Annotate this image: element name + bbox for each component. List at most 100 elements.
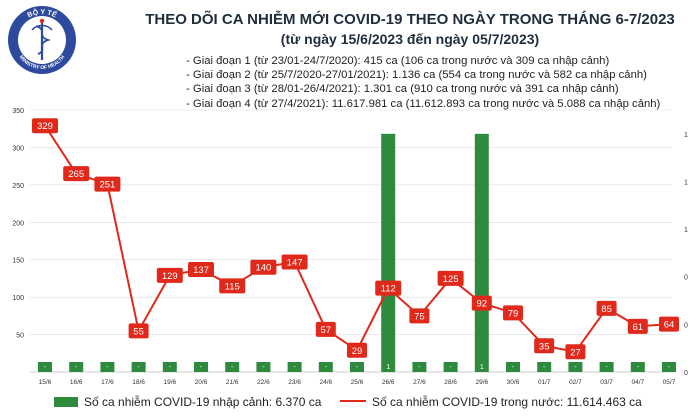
y-right-tick-label: 0 xyxy=(684,275,688,282)
bar-entry-19/6 xyxy=(162,362,177,372)
line-data-label: 85 xyxy=(601,304,612,315)
bar-entry-26/6 xyxy=(381,133,396,372)
line-data-label: 27 xyxy=(570,347,581,358)
legend-bar-entry: Số ca nhiễm COVID-19 nhập cảnh: 6.370 ca xyxy=(54,395,321,409)
bar-data-label: - xyxy=(169,364,172,371)
y-left-tick-label: 250 xyxy=(12,183,24,190)
line-point-marker xyxy=(503,305,523,321)
y-right-tick-label: 1 xyxy=(684,227,688,234)
bar-data-label: - xyxy=(543,364,546,371)
bar-data-label: - xyxy=(106,364,109,371)
x-tick-label: 28/6 xyxy=(444,379,457,386)
line-point-marker xyxy=(250,259,277,275)
bar-data-label: - xyxy=(75,364,78,371)
line-data-label: 329 xyxy=(37,121,53,132)
bar-data-label: - xyxy=(668,364,671,371)
ministry-logo: BỘ Y TẾ MINISTRY OF HEALTH xyxy=(8,6,76,74)
x-tick-label: 03/7 xyxy=(600,379,613,386)
phase-3-line: - Giai đoạn 3 (từ 28/01-26/4/2021): 1.30… xyxy=(186,83,619,96)
phase-2-line: - Giai đoạn 2 (từ 25/7/2020-27/01/2021):… xyxy=(186,69,647,82)
bar-data-label: - xyxy=(356,364,359,371)
bar-entry-30/6 xyxy=(506,362,520,372)
line-point-marker xyxy=(375,280,402,296)
line-data-label: 29 xyxy=(352,346,363,357)
line-point-marker xyxy=(659,316,679,332)
caduceus-emblem-icon xyxy=(31,18,53,60)
bar-data-label: - xyxy=(418,364,421,371)
x-tick-label: 05/7 xyxy=(663,379,676,386)
line-point-marker xyxy=(281,254,308,270)
x-tick-label: 01/7 xyxy=(538,379,551,386)
bar-data-label: - xyxy=(449,364,452,371)
y-left-tick-label: 150 xyxy=(12,258,24,265)
line-data-label: 115 xyxy=(225,281,240,292)
line-data-label: 147 xyxy=(287,257,303,268)
line-point-marker xyxy=(128,323,149,339)
line-data-label: 55 xyxy=(133,326,144,337)
y-right-tick-label: 0 xyxy=(684,370,688,377)
x-tick-label: 25/6 xyxy=(351,379,364,386)
y-left-tick-label: 200 xyxy=(12,220,24,227)
line-point-marker xyxy=(565,344,586,360)
x-tick-label: 19/6 xyxy=(163,379,176,386)
bar-entry-20/6 xyxy=(194,362,208,372)
bar-entry-29/6 xyxy=(474,133,489,372)
y-right-tick-label: 1 xyxy=(684,179,688,186)
x-tick-label: 24/6 xyxy=(319,379,332,386)
line-point-marker xyxy=(437,270,464,286)
x-tick-label: 18/6 xyxy=(132,379,145,386)
bar-data-label: - xyxy=(325,364,328,371)
bar-entry-17/6 xyxy=(100,362,115,372)
line-data-label: 129 xyxy=(162,271,178,282)
y-right-tick-label: 1 xyxy=(684,132,688,139)
line-data-label: 75 xyxy=(414,311,425,322)
y-left-tick-label: 50 xyxy=(16,333,24,340)
line-data-label: 251 xyxy=(99,180,115,191)
line-point-marker xyxy=(409,308,430,324)
domestic-cases-line xyxy=(44,125,670,353)
bar-entry-03/7 xyxy=(599,362,614,372)
bar-entry-05/7 xyxy=(662,362,676,372)
legend-bar-label: Số ca nhiễm COVID-19 nhập cảnh: 6.370 ca xyxy=(84,395,322,409)
bar-data-label: 1 xyxy=(480,364,484,371)
line-data-label: 57 xyxy=(321,325,332,336)
line-point-marker xyxy=(534,338,555,354)
line-data-label: 265 xyxy=(68,169,84,180)
line-data-label: 64 xyxy=(664,320,675,331)
bar-entry-25/6 xyxy=(350,362,364,372)
bar-data-label: - xyxy=(44,364,47,371)
line-data-label: 137 xyxy=(193,265,209,276)
bar-data-label: - xyxy=(512,364,515,371)
line-point-marker xyxy=(596,300,617,316)
x-tick-label: 30/6 xyxy=(507,379,520,386)
bar-entry-21/6 xyxy=(225,362,240,372)
line-data-label: 112 xyxy=(381,284,396,295)
line-point-marker xyxy=(315,321,336,337)
bar-data-label: - xyxy=(605,364,608,371)
bar-entry-02/7 xyxy=(568,362,583,372)
bar-data-label: 1 xyxy=(386,364,390,371)
bar-data-label: - xyxy=(637,364,640,371)
bar-entry-23/6 xyxy=(287,362,302,372)
page-title: THEO DÕI CA NHIỄM MỚI COVID-19 THEO NGÀY… xyxy=(145,11,675,28)
line-data-label: 140 xyxy=(255,263,271,274)
line-point-marker xyxy=(347,342,367,358)
line-point-marker xyxy=(188,261,214,277)
x-tick-label: 02/7 xyxy=(569,379,582,386)
line-data-label: 35 xyxy=(539,341,550,352)
y-left-tick-label: 100 xyxy=(12,295,24,302)
line-data-label: 125 xyxy=(443,274,459,285)
bar-data-label: - xyxy=(262,364,265,371)
x-tick-label: 04/7 xyxy=(631,379,644,386)
phase-4-line: - Giai đoạn 4 (từ 27/4/2021): 11.617.981… xyxy=(186,97,661,110)
line-data-label: 61 xyxy=(633,322,644,333)
line-point-marker xyxy=(156,267,183,283)
phase-summary: - Giai đoạn 1 (từ 23/01-24/7/2020): 415 … xyxy=(186,54,660,111)
bar-entry-01/7 xyxy=(537,362,552,372)
x-tick-label: 27/6 xyxy=(413,379,426,386)
legend-line-swatch xyxy=(340,400,366,402)
x-tick-label: 29/6 xyxy=(475,379,488,386)
y-right-tick-label: 0 xyxy=(684,322,688,329)
bar-data-label: - xyxy=(137,364,140,371)
